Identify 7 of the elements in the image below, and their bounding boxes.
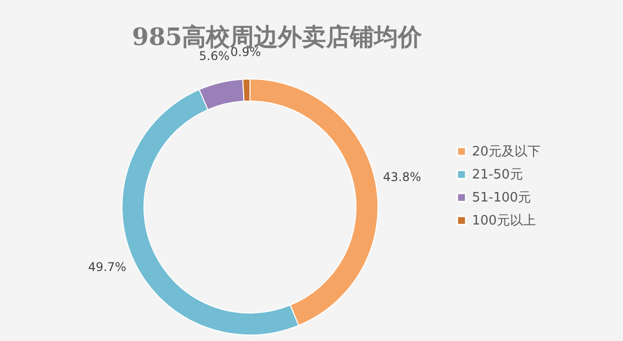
data-label: 49.7% [88, 260, 126, 274]
legend-label: 100元以上 [472, 214, 536, 228]
legend-label: 51-100元 [472, 190, 532, 206]
legend-label: 20元及以下 [472, 144, 541, 160]
legend-label: 21-50元 [472, 168, 523, 182]
data-label: 5.6% [199, 49, 230, 64]
data-label: 43.8% [383, 170, 422, 184]
